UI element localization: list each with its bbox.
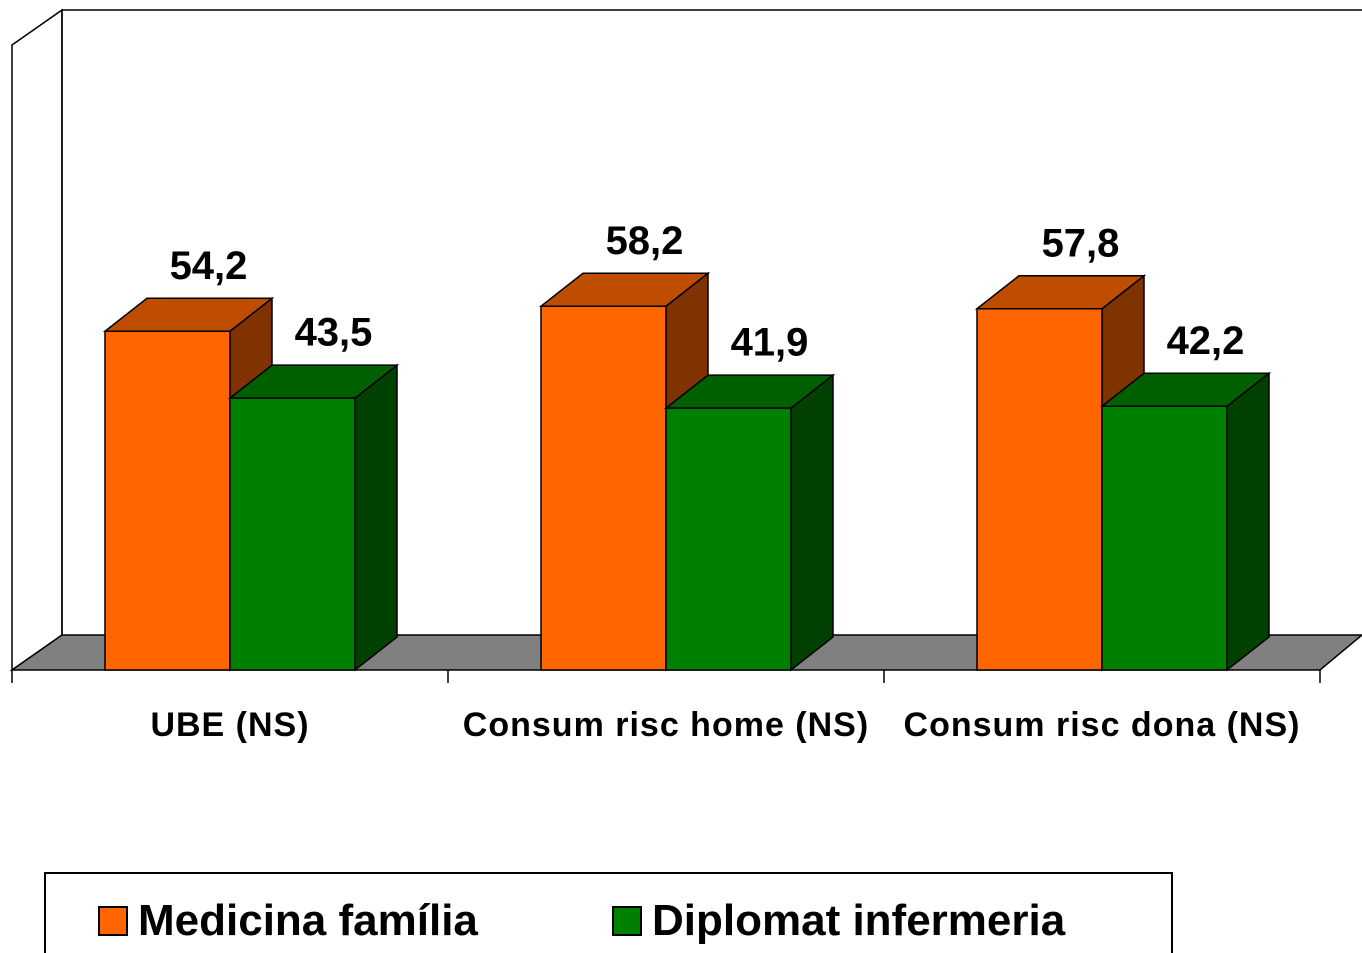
- bar: [540, 305, 667, 671]
- legend: Medicina família Diplomat infermeria: [44, 872, 1173, 953]
- value-label: 54,2: [170, 244, 248, 288]
- bar: [104, 330, 231, 671]
- bar: [665, 407, 792, 671]
- x-tick-label: Consum risc home (NS): [462, 706, 870, 744]
- value-label: 41,9: [731, 321, 809, 365]
- legend-item: Medicina família: [98, 896, 478, 946]
- legend-swatch: [612, 906, 642, 936]
- bar-side: [790, 373, 834, 672]
- legend-swatch: [98, 906, 128, 936]
- x-tick-label: UBE (NS): [150, 706, 310, 744]
- value-label: 43,5: [295, 311, 373, 355]
- value-label: 42,2: [1167, 319, 1245, 363]
- value-label: 58,2: [606, 219, 684, 263]
- legend-label: Diplomat infermeria: [652, 896, 1066, 945]
- bar: [229, 397, 356, 671]
- bar-side: [1226, 371, 1270, 672]
- bar: [1101, 405, 1228, 671]
- value-label: 57,8: [1042, 221, 1120, 265]
- bar-side: [354, 363, 398, 672]
- bar: [976, 308, 1103, 671]
- x-tick-label: Consum risc dona (NS): [903, 706, 1301, 744]
- left-wall: [11, 8, 63, 672]
- legend-item: Diplomat infermeria: [612, 896, 1065, 946]
- legend-label: Medicina família: [138, 896, 478, 945]
